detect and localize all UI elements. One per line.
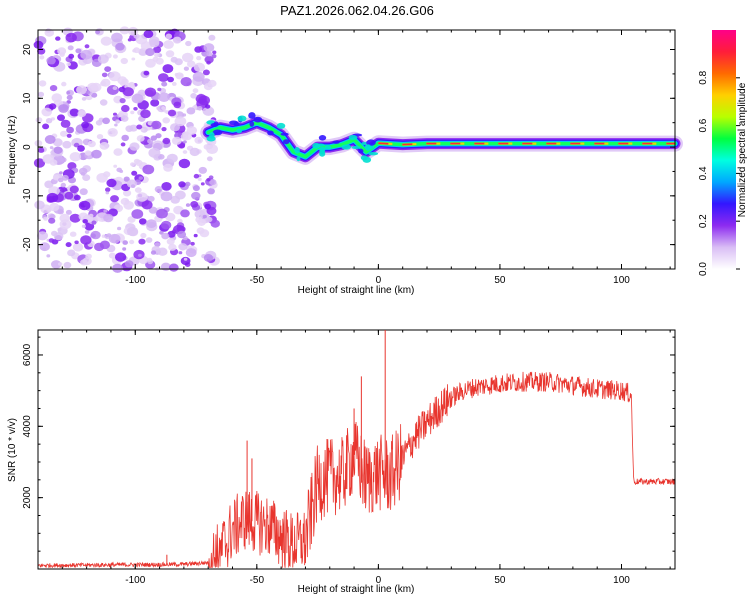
- snr-panel: -100 -50 0 50 100 2000 4000 6000 Height of str…: [7, 329, 676, 595]
- snr-x-tick-label: 0: [376, 575, 382, 586]
- spectrogram-x-label: Height of straight line (km): [298, 285, 415, 296]
- colorbar-tick-label: 0.2: [698, 214, 709, 228]
- spectrogram-x-tick-label: 0: [376, 275, 382, 286]
- snr-y-label: SNR (10 * v/v): [7, 418, 18, 482]
- colorbar-ticks: 0.0 0.2 0.4 0.6 0.8: [698, 70, 740, 276]
- colorbar-tick-label: 0.6: [698, 118, 709, 132]
- spectrogram-x-tick-label: 50: [494, 275, 506, 286]
- colorbar-tick-label: 0.4: [698, 166, 709, 180]
- snr-x-ticks: -100 -50 0 50 100: [37, 330, 671, 586]
- spectrogram-y-tick-label: 10: [22, 92, 33, 104]
- snr-series-line: [37, 371, 676, 569]
- spectrogram-y-ticks: -20 -10 0 10 20: [22, 44, 675, 270]
- spectrogram-y-tick-label: 0: [22, 144, 33, 150]
- snr-y-tick-label: 4000: [22, 415, 33, 438]
- spectrogram-x-tick-label: 100: [613, 275, 630, 286]
- colorbar-label: Normalized spectral amplitude: [737, 82, 748, 217]
- snr-x-tick-label: 50: [494, 575, 506, 586]
- spectrogram-frame: [37, 29, 676, 270]
- spectrogram-y-label: Frequency (Hz): [7, 116, 18, 185]
- spectrogram-x-ticks: -100 -50 0 50 100: [37, 30, 671, 286]
- figure-title: PAZ1.2026.062.04.26.G06: [280, 3, 434, 18]
- colorbar-gradient: [712, 30, 736, 269]
- spectrogram-x-tick-label: -100: [125, 275, 145, 286]
- colorbar-tick-label: 0.0: [698, 262, 709, 276]
- snr-y-tick-label: 2000: [22, 486, 33, 509]
- spectrogram-y-tick-label: -10: [22, 188, 33, 203]
- snr-x-label: Height of straight line (km): [298, 584, 415, 595]
- spectrogram-signal-track: [200, 112, 683, 165]
- snr-y-ticks: 2000 4000 6000: [22, 336, 675, 552]
- snr-x-tick-label: -100: [125, 575, 145, 586]
- spectrogram-x-tick-label: -50: [250, 275, 265, 286]
- colorbar: 0.0 0.2 0.4 0.6 0.8 Normalized spectral ampl…: [698, 30, 748, 276]
- spectrogram-y-tick-label: -20: [22, 237, 33, 252]
- colorbar-tick-label: 0.8: [698, 70, 709, 84]
- snr-x-tick-label: -50: [250, 575, 265, 586]
- snr-y-tick-label: 6000: [22, 343, 33, 366]
- snr-x-tick-label: 100: [613, 575, 630, 586]
- spectrogram-y-tick-label: 20: [22, 44, 33, 56]
- snr-frame: [37, 329, 676, 570]
